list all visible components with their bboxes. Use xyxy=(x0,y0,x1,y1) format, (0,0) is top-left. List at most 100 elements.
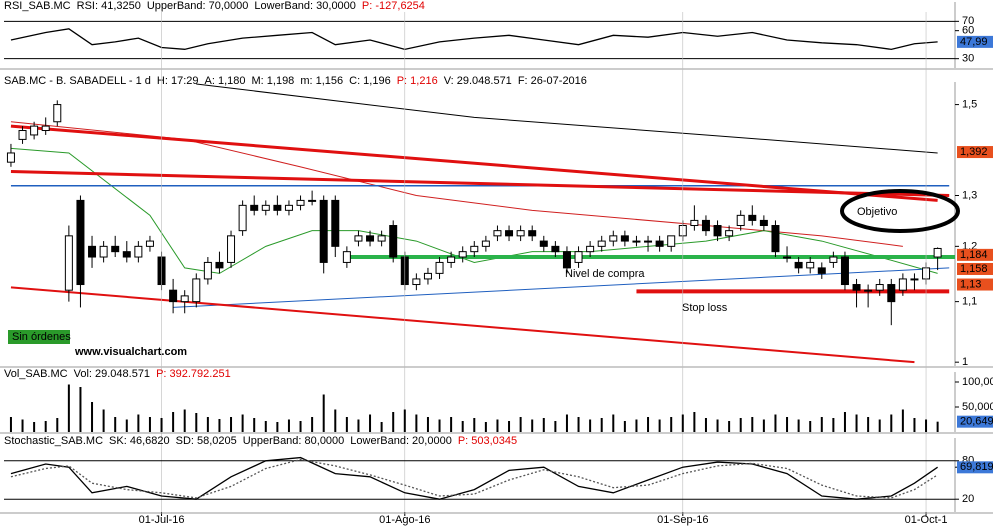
value-marker-label: 1,184 xyxy=(960,249,988,261)
header-item: LowerBand: 30,0000 xyxy=(254,0,356,12)
volume-bar xyxy=(728,421,731,432)
header-item: LowerBand: 20,0000 xyxy=(350,435,452,447)
value-marker xyxy=(957,461,993,474)
candle-body xyxy=(597,240,606,247)
value-marker xyxy=(957,262,993,275)
volume-bar xyxy=(589,419,592,432)
x-tick-label: 01-Ago-16 xyxy=(379,514,430,526)
candle-body xyxy=(412,278,421,286)
candle-body xyxy=(261,204,270,211)
volume-bar xyxy=(276,422,279,432)
candle-body xyxy=(296,199,305,206)
volume-bar xyxy=(554,421,557,432)
panel-header: Stochastic_SAB.MC SK: 46,6820 SD: 58,0205 U… xyxy=(4,435,517,447)
candle-body xyxy=(898,278,907,291)
panel-header: RSI_SAB.MC RSI: 41,3250 UpperBand: 70,0000… xyxy=(4,0,425,12)
volume-bar xyxy=(809,421,812,432)
candle-body xyxy=(725,230,734,237)
value-marker xyxy=(957,146,993,159)
volume-bar xyxy=(623,421,626,432)
volume-bar xyxy=(218,419,221,432)
candle-body xyxy=(910,278,919,281)
volume-bar xyxy=(172,412,175,432)
volume-bar xyxy=(716,419,719,432)
value-marker-label: 47,99 xyxy=(960,36,988,48)
candle-body xyxy=(88,245,97,258)
volume-bar xyxy=(774,414,777,432)
volume-bar xyxy=(67,384,70,432)
candle-body xyxy=(933,247,942,258)
volume-bar xyxy=(751,417,754,432)
value-marker xyxy=(957,35,993,48)
candle-body xyxy=(145,240,154,247)
volume-bar xyxy=(612,414,615,432)
indicator-line xyxy=(10,456,938,500)
candle-body xyxy=(435,261,444,274)
candle-body xyxy=(366,235,375,242)
candle-body xyxy=(748,214,757,221)
volume-bar xyxy=(415,414,418,432)
volume-bar xyxy=(658,419,661,432)
header-item: P: 392.792.251 xyxy=(156,368,231,380)
candle-body xyxy=(30,125,39,136)
volume-bar xyxy=(496,419,499,432)
y-tick-label: 100,00 xyxy=(962,376,993,388)
candle-body xyxy=(701,219,710,232)
volume-bar xyxy=(253,418,256,432)
y-tick-label: 30 xyxy=(962,53,974,65)
candle-body xyxy=(481,240,490,247)
indicator-line xyxy=(10,28,938,51)
header-item: M: 1,198 xyxy=(252,75,295,87)
candle-body xyxy=(180,295,189,303)
candle-body xyxy=(470,245,479,253)
header-item: A: 1,180 xyxy=(205,75,246,87)
candle-body xyxy=(493,230,502,237)
candle-body xyxy=(377,235,386,242)
candle-body xyxy=(111,245,120,253)
annotation: Nivel de compra xyxy=(565,268,645,280)
volume-bar xyxy=(357,419,360,432)
candle-body xyxy=(238,204,247,232)
value-marker-label: 1,158 xyxy=(960,263,988,275)
volume-bar xyxy=(473,418,476,432)
candle-body xyxy=(713,225,722,237)
header-item: Vol_SAB.MC xyxy=(4,368,68,380)
volume-bar xyxy=(901,409,904,432)
volume-bar xyxy=(867,417,870,432)
candle-body xyxy=(771,225,780,253)
volume-bar xyxy=(91,402,94,432)
y-tick-label: 1,1 xyxy=(962,296,977,308)
candle-body xyxy=(76,199,85,286)
candle-body xyxy=(215,261,224,269)
candle-body xyxy=(354,235,363,242)
volume-bar xyxy=(403,409,406,432)
candle-body xyxy=(447,256,456,263)
volume-bar xyxy=(600,418,603,432)
candle-body xyxy=(759,219,768,227)
volume-bar xyxy=(79,387,82,432)
volume-bar xyxy=(913,418,916,432)
volume-bar xyxy=(299,421,302,432)
candle-body xyxy=(134,245,143,258)
volume-bar xyxy=(508,421,511,432)
candle-body xyxy=(794,261,803,269)
volume-bar xyxy=(531,419,534,432)
target-ellipse xyxy=(840,189,960,233)
volume-bar xyxy=(392,412,395,432)
volume-bar xyxy=(936,421,939,432)
x-tick-label: 01-Sep-16 xyxy=(657,514,708,526)
volume-bar xyxy=(21,419,24,432)
candle-body xyxy=(331,199,340,247)
value-marker xyxy=(957,415,993,428)
value-marker-label: 1,13 xyxy=(960,278,981,290)
candle-body xyxy=(632,240,641,243)
volume-bar xyxy=(577,417,580,432)
candle-body xyxy=(203,261,212,280)
candle-body xyxy=(574,251,583,263)
volume-bar xyxy=(241,414,244,432)
volume-bar xyxy=(878,419,881,432)
header-item: P: 503,0345 xyxy=(458,435,517,447)
status-label: Sin órdenes xyxy=(12,331,71,343)
annotation: Stop loss xyxy=(682,302,728,314)
